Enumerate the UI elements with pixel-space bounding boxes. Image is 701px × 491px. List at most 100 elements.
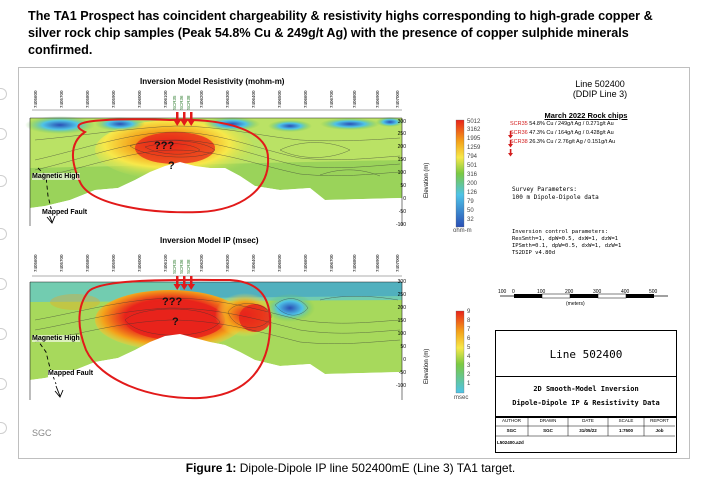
- station-label: 7406000: [137, 90, 142, 108]
- scale-bar: [500, 293, 668, 299]
- ip-colour-scale: [455, 310, 465, 394]
- station-label: 7405700: [59, 254, 64, 272]
- station-label: 7407000: [395, 254, 400, 272]
- survey-parameters: Survey Parameters: 100 m Dipole-Dipole d…: [512, 186, 599, 202]
- scale-tick: 500: [649, 289, 658, 295]
- line-header: Line 502400 (DDIP Line 3): [540, 79, 660, 99]
- elev-tick: 300: [397, 119, 406, 125]
- station-label: 7406300: [225, 90, 230, 108]
- rock-chip-row: SCR35 54.8% Cu / 249g/t Ag / 0.271g/t Au: [500, 120, 676, 129]
- rock-chip-row: SCR38 26.3% Cu / 2.76g/t Ag / 0.151g/t A…: [500, 138, 676, 147]
- legend-unit: ohm-m: [453, 228, 472, 234]
- ip-question-mark: ?: [172, 316, 179, 328]
- station-label: 7406200: [199, 90, 204, 108]
- rock-chip-assay: 26.3% Cu / 2.76g/t Ag / 0.151g/t Au: [527, 139, 616, 145]
- title-block-value: 31/05/22: [579, 428, 597, 433]
- title-block-footer: [495, 416, 677, 453]
- station-label: 7406500: [277, 254, 282, 272]
- title-block-line-name: Line 502400: [549, 348, 623, 361]
- station-label: 7405800: [85, 90, 90, 108]
- legend-value: 1995: [467, 136, 481, 142]
- station-label: 7405800: [85, 254, 90, 272]
- title-block-header: AUTHOR: [502, 418, 521, 423]
- station-label: 7406400: [251, 254, 256, 272]
- station-label: 7406900: [375, 90, 380, 108]
- legend-value: 4: [467, 354, 471, 360]
- elev-tick: 250: [397, 292, 406, 298]
- ip-mapped-fault-label: Mapped Fault: [48, 370, 94, 377]
- title-block-value: SGC: [506, 428, 517, 433]
- elev-tick: 150: [397, 318, 406, 324]
- legend-value: 7: [467, 327, 471, 333]
- legend-value: 200: [467, 181, 478, 187]
- station-label: 7406600: [303, 90, 308, 108]
- heading: The TA1 Prospect has coincident chargeab…: [28, 9, 653, 57]
- legend-unit: msec: [454, 395, 469, 401]
- legend-value: 9: [467, 309, 471, 315]
- elev-tick: 0: [403, 196, 406, 202]
- rock-chip-code: SCR38: [510, 139, 528, 145]
- station-label: 7406900: [375, 254, 380, 272]
- title-block-value: Job: [655, 428, 664, 433]
- scale-tick: 100: [537, 289, 546, 295]
- station-label: 7405600: [33, 254, 38, 272]
- scale-tick: 200: [565, 289, 574, 295]
- rock-chip-code: SCR36: [510, 130, 528, 136]
- rock-chips-legend: March 2022 Rock chips SCR35 54.8% Cu / 2…: [496, 111, 676, 147]
- control-title: Inversion control parameters:: [512, 229, 609, 235]
- elev-tick: 200: [397, 305, 406, 311]
- legend-value: 6: [467, 336, 471, 342]
- station-label: 7405900: [111, 90, 116, 108]
- legend-value: 50: [467, 208, 474, 214]
- station-label: 7406800: [352, 90, 357, 108]
- resistivity-unknown-label: ???: [154, 140, 175, 152]
- elev-tick: -100: [395, 383, 406, 389]
- resistivity-elevation-label: Elevation (m): [424, 162, 430, 198]
- scale-tick: 100: [498, 289, 507, 295]
- station-label: 7405900: [111, 254, 116, 272]
- control-version: TS2DIP v4.80d: [512, 250, 556, 256]
- sample-code: SCR36: [179, 95, 184, 110]
- station-label: 7406500: [277, 90, 282, 108]
- legend-value: 5012: [467, 119, 481, 125]
- station-label: 7406200: [199, 254, 204, 272]
- scale-unit: (meters): [566, 301, 585, 307]
- title-block-header: DRAWN: [539, 418, 557, 423]
- resistivity-section: [25, 109, 465, 228]
- sgc-watermark: SGC: [32, 428, 52, 438]
- resistivity-mapped-fault-label: Mapped Fault: [42, 209, 88, 216]
- ip-magnetic-high-label: Magnetic High: [32, 335, 80, 342]
- station-label: 7407000: [395, 90, 400, 108]
- ip-section: [29, 275, 465, 400]
- station-label: 7406600: [303, 254, 308, 272]
- resistivity-colour-scale: [455, 119, 465, 228]
- inversion-control-parameters: Inversion control parameters: ResSmth=1,…: [512, 229, 621, 257]
- caption-text: Dipole-Dipole IP line 502400mE (Line 3) …: [236, 461, 516, 475]
- title-block-inv1: 2D Smooth-Model Inversion: [533, 385, 639, 393]
- survey-detail: 100 m Dipole-Dipole data: [512, 194, 599, 201]
- resistivity-question-mark: ?: [168, 160, 175, 172]
- control-ip: IPSmth=0.1, dpW=0.5, dxW=1, dzW=1: [512, 243, 622, 249]
- station-label: 7405700: [59, 90, 64, 108]
- scale-tick: 400: [621, 289, 630, 295]
- scale-tick: 0: [512, 289, 515, 295]
- station-label: 7406700: [329, 254, 334, 272]
- resistivity-panel-title: Inversion Model Resistivity (mohm-m): [140, 77, 285, 86]
- ip-unknown-label: ???: [162, 296, 183, 308]
- station-label: 7406100: [163, 254, 168, 272]
- rock-chip-arrows-ip: [173, 276, 195, 290]
- caption-prefix: Figure 1:: [185, 461, 237, 475]
- legend-value: 2: [467, 372, 471, 378]
- rock-chip-code: SCR35: [510, 121, 528, 127]
- sample-code: SCR38: [186, 259, 191, 274]
- station-label: 7406400: [251, 90, 256, 108]
- elev-tick: 300: [397, 279, 406, 285]
- legend-value: 316: [467, 172, 478, 178]
- resistivity-magnetic-high-label: Magnetic High: [32, 173, 80, 180]
- legend-value: 3: [467, 363, 471, 369]
- elev-tick: 200: [397, 144, 406, 150]
- station-label: 7405600: [33, 90, 38, 108]
- scale-tick: 300: [593, 289, 602, 295]
- sample-code: SCR38: [186, 95, 191, 110]
